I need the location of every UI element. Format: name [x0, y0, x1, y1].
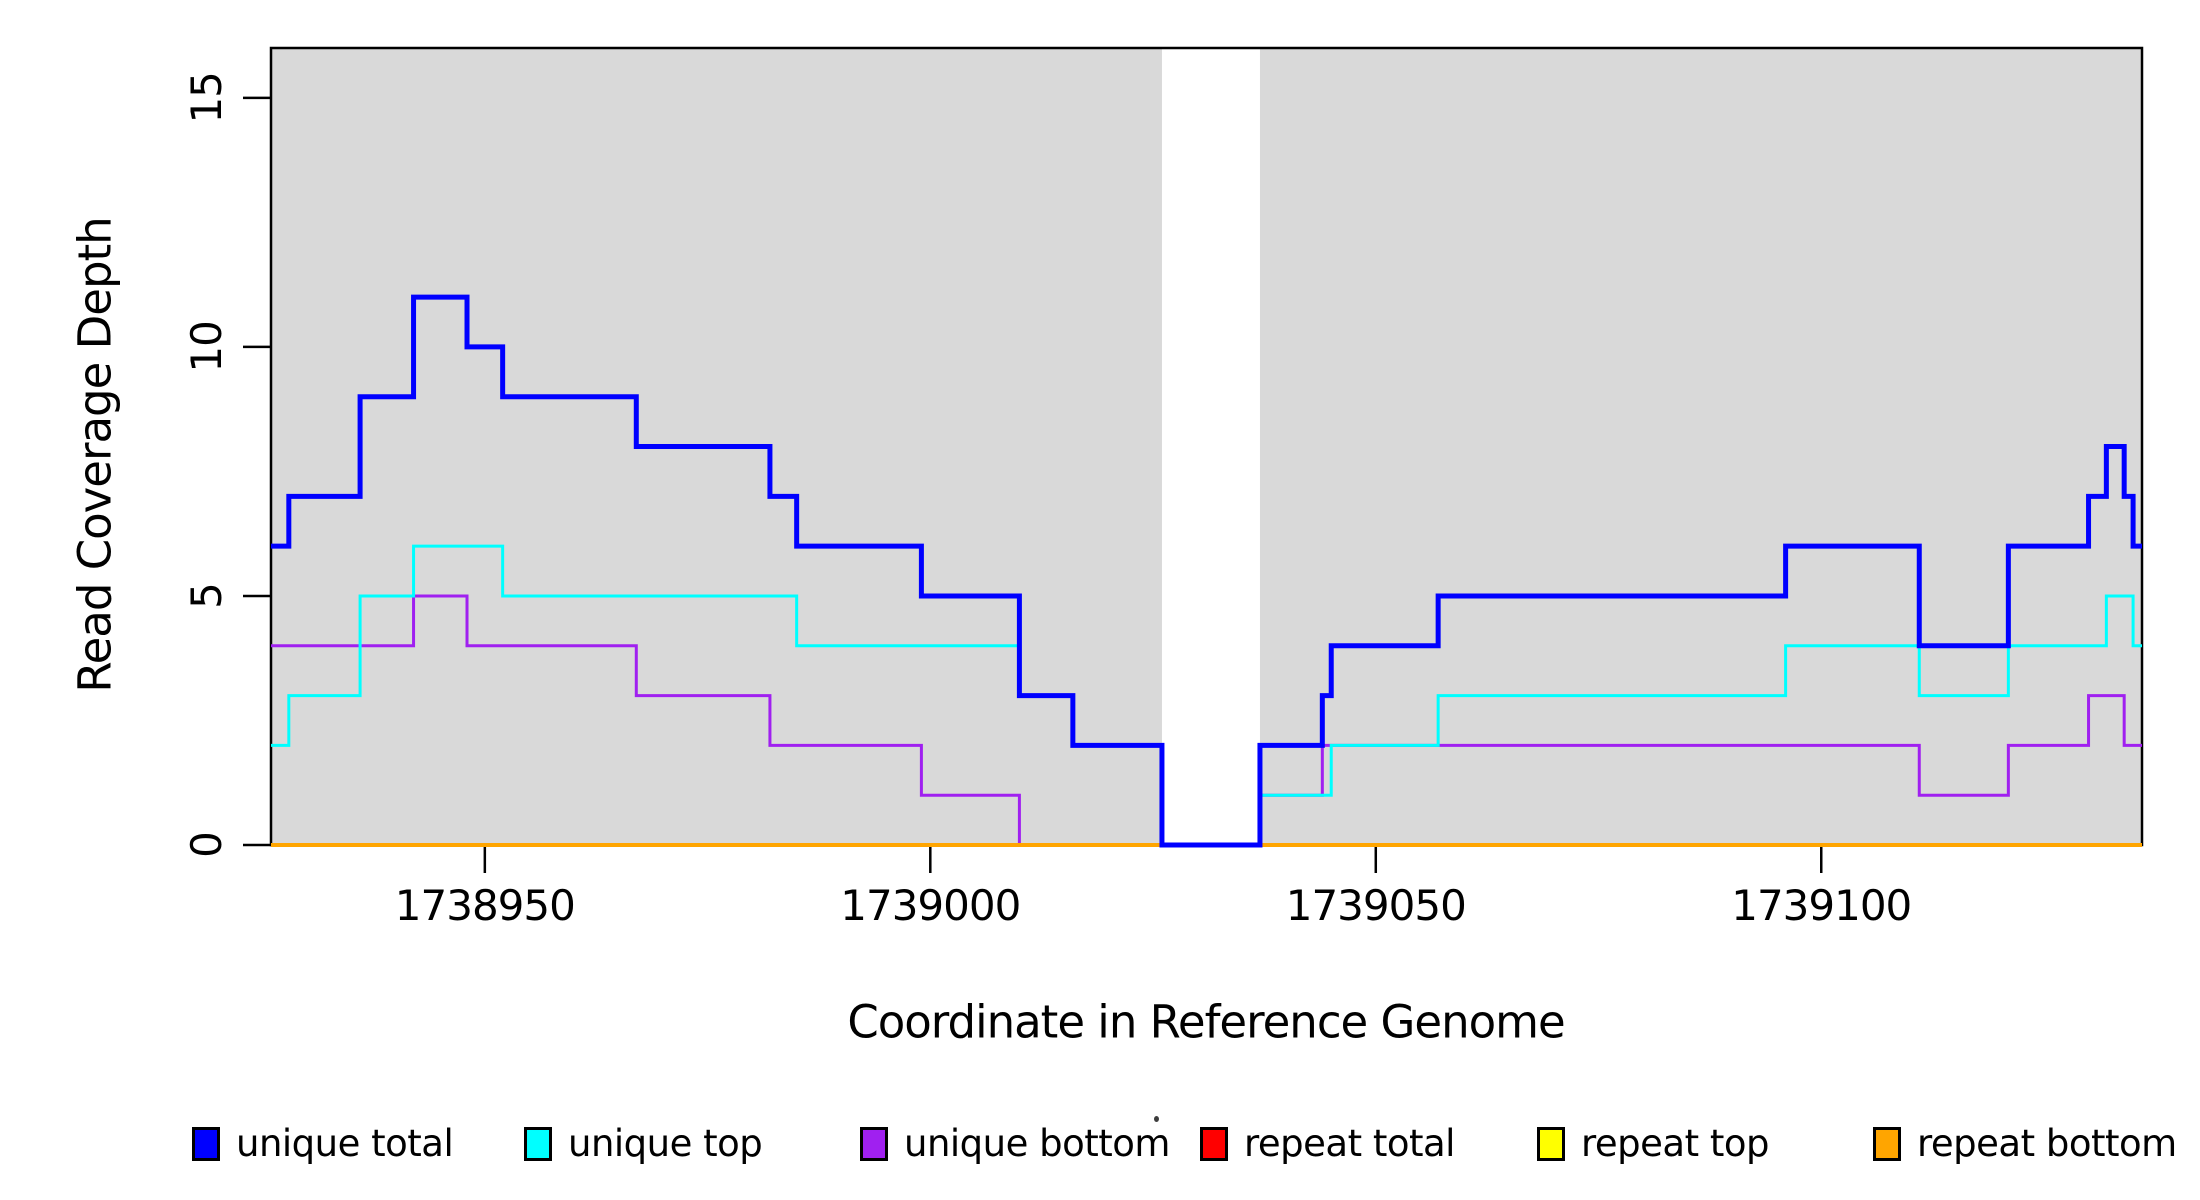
y-axis-label: Read Coverage Depth [68, 217, 122, 693]
x-tick-label: 1739000 [840, 881, 1020, 930]
shaded-region-unique-mappable-right [1259, 48, 2142, 845]
x-tick-label: 1738950 [395, 881, 575, 930]
y-tick-label: 5 [182, 583, 231, 609]
stray-dot-artifact [1154, 1116, 1159, 1122]
y-tick-label: 0 [182, 832, 231, 858]
series-line-unique-total [271, 294, 2142, 848]
x-tick-label: 1739050 [1286, 881, 1466, 930]
y-tick-label: 15 [182, 72, 231, 123]
x-tick-label: 1739100 [1731, 881, 1911, 930]
y-tick-label: 10 [182, 321, 231, 372]
x-axis-label: Coordinate in Reference Genome [847, 995, 1565, 1049]
